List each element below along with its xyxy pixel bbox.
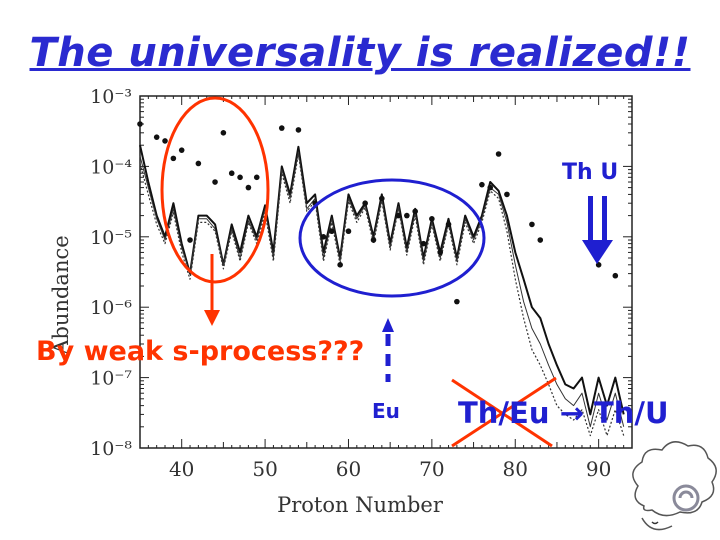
observed-point (212, 179, 218, 185)
observed-point (379, 195, 385, 202)
observed-point (245, 184, 252, 191)
red-down-arrow-icon (204, 254, 220, 326)
observed-point (612, 272, 619, 279)
model-series-line (139, 153, 625, 437)
observed-point (429, 216, 435, 222)
y-tick-label: 10⁻⁸ (90, 438, 132, 460)
y-tick-label: 10⁻⁶ (90, 297, 132, 319)
observed-point (345, 228, 352, 235)
observed-point (337, 262, 343, 268)
observed-point (454, 298, 460, 305)
observed-point (162, 138, 168, 144)
observed-point (537, 237, 544, 243)
observed-point (137, 121, 143, 127)
x-tick-label: 50 (252, 457, 277, 481)
observed-points (137, 121, 619, 305)
blue-highlight-ellipse (298, 178, 486, 298)
observed-point (195, 160, 202, 167)
blue-up-arrow-icon (382, 318, 394, 382)
th-u-arrows-icon (582, 196, 613, 264)
plot-border (139, 95, 633, 449)
red-highlight-ellipse (160, 96, 270, 284)
weak-s-process-note: By weak s-process??? (36, 336, 365, 367)
observed-point (495, 151, 502, 157)
observed-point (187, 237, 193, 243)
observed-point (529, 221, 535, 228)
observed-point (320, 234, 327, 240)
y-axis-label: Abundance (49, 235, 73, 355)
observed-point (487, 184, 494, 191)
x-axis-label: Proton Number (277, 493, 444, 517)
x-tick-label: 60 (336, 457, 361, 481)
x-tick-label: 70 (419, 457, 444, 481)
observed-point (170, 155, 177, 162)
observed-point (295, 127, 302, 133)
observed-point (362, 200, 368, 207)
x-tick-label: 90 (586, 457, 611, 481)
observed-point (237, 174, 243, 181)
observed-point (395, 212, 402, 219)
y-tick-label: 10⁻³ (90, 86, 132, 108)
eu-label: Eu (372, 399, 400, 423)
y-tick-label: 10⁻⁵ (90, 227, 132, 249)
observed-point (504, 191, 510, 198)
plot-frame (139, 95, 633, 449)
observed-point (445, 221, 452, 228)
observed-point (178, 147, 185, 153)
observed-point (153, 134, 160, 140)
observed-point (370, 237, 377, 243)
y-axis: 10⁻³ 10⁻⁴ 10⁻⁵ 10⁻⁶ 10⁻⁷ 10⁻⁸ (90, 86, 632, 460)
y-tick-label: 10⁻⁴ (90, 156, 132, 178)
x-tick-label: 40 (169, 457, 194, 481)
observed-point (328, 228, 335, 235)
observed-point (404, 212, 410, 219)
slide-title: The universality is realized!! (29, 30, 691, 76)
observed-point (220, 130, 227, 136)
observed-point (420, 240, 427, 247)
th-u-label: Th U (562, 160, 619, 185)
y-tick-label: 10⁻⁷ (90, 368, 132, 390)
th-eu-th-u-label: Th/Eu → Th/U (458, 396, 669, 430)
observed-point (228, 170, 235, 177)
x-tick-label: 80 (503, 457, 528, 481)
cross-mark-icon (451, 376, 557, 448)
observed-point (253, 174, 260, 181)
x-axis: 40 50 60 70 80 90 (139, 96, 633, 481)
observed-point (437, 249, 444, 256)
observed-point (479, 181, 485, 188)
observed-point (278, 125, 285, 131)
sheep-icon (632, 441, 717, 531)
observed-point (412, 208, 418, 215)
